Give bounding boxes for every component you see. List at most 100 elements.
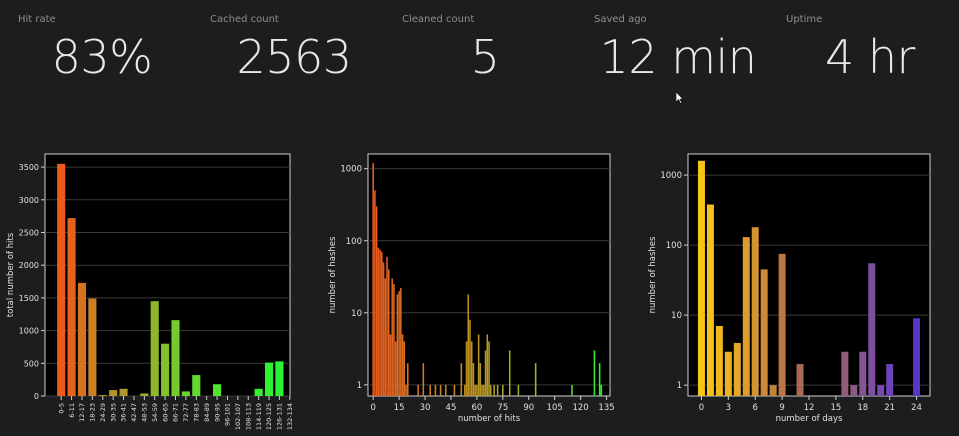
bar [396,294,399,396]
bar [472,363,475,396]
y-tick-label: 10 [351,309,362,319]
x-tick-label: 15 [394,403,405,413]
bar [715,325,723,396]
y-tick-label: 10 [671,311,682,321]
x-tick-label: 96-101 [224,403,232,426]
bar [886,364,894,396]
bar [913,318,921,396]
bar [593,350,596,396]
y-tick-label: 1000 [340,165,362,175]
x-tick-label: 84-89 [203,403,211,422]
x-tick-label: 24-29 [99,403,107,422]
x-tick-label: 6-11 [68,403,76,418]
bar [67,218,76,396]
plot-area [687,153,931,397]
bar [275,361,284,396]
bar [119,388,128,396]
bar [403,341,406,396]
x-tick-label: 18-23 [89,403,97,422]
x-tick-label: 105 [547,403,563,413]
bar [467,294,470,396]
y-axis-label: total number of hits [6,232,16,317]
x-axis-label: number of hits [458,414,521,424]
x-tick-label: 90 [523,403,534,413]
x-tick-label: 45 [446,403,457,413]
bar [254,388,263,396]
x-tick-label: 30-35 [109,403,117,422]
bar [57,163,66,396]
bar [389,334,392,396]
y-tick-label: 0 [34,392,39,401]
x-tick-label: 3 [726,403,731,413]
bar [724,351,732,396]
x-tick-label: 60 [471,403,482,413]
x-tick-label: 72-77 [182,403,190,422]
chart-hashes-by-hits: 1 10 100 1000 0 15 30 45 60 75 90 105 120 135 number o… [328,153,615,424]
stat-label: Hit rate [18,14,56,25]
chart-hashes-by-days: 1 10 100 1000 0 3 6 9 12 15 18 21 24 number of days nu… [648,153,931,424]
y-axis-label: number of hashes [328,236,338,313]
x-tick-label: 78-83 [192,403,200,422]
y-tick-label: 1 [677,381,682,391]
bar [868,263,876,396]
bar [381,251,383,396]
bar [374,190,376,396]
bar [109,390,118,396]
bar [733,342,741,396]
bar [760,269,768,396]
x-tick-label: 60-65 [161,403,169,422]
x-tick-label: 102-107 [234,403,242,430]
y-tick-label: 100 [666,241,682,251]
bar [486,334,489,396]
x-tick-label: 90-95 [213,403,221,422]
bar [382,262,385,396]
bar [377,247,380,396]
stat-value: 2563 [236,30,352,84]
bar [534,363,537,396]
x-tick-label: 12 [804,403,815,413]
bar [379,249,381,396]
bar [769,385,777,396]
x-tick-label: 24 [911,403,922,413]
x-tick-label: 18 [857,403,868,413]
bar [393,284,395,396]
bar [445,384,447,396]
x-tick-label: 108-113 [244,403,252,430]
bar [150,301,159,396]
bar [387,269,390,396]
y-tick-label: 2000 [19,261,39,270]
bar [706,204,714,396]
x-tick-label: 6 [753,403,758,413]
y-tick-label: 1 [357,381,362,391]
bar [479,363,482,396]
x-tick-label: 66-71 [172,403,180,422]
bar [493,384,495,396]
bar [517,384,520,396]
bar [571,384,573,396]
stat-hit-rate: Hit rate 83% [0,0,192,110]
y-tick-label: 1000 [660,171,682,181]
bar [398,291,400,396]
chart-hits-by-range: 0 500 1000 1500 2000 2500 3000 3500 0-5 6-11 12-17… [6,153,294,430]
x-tick-label: 42-47 [130,403,138,422]
x-tick-label: 12-17 [78,403,86,422]
y-tick-label: 1500 [19,294,39,303]
bar [401,334,404,396]
bar [508,350,511,396]
bar [484,350,487,396]
x-tick-label: 9 [779,403,784,413]
bar [394,341,397,396]
x-tick-label: 21 [884,403,895,413]
bar [489,384,492,396]
bar [483,384,485,396]
stats-row: Hit rate 83% Cached count 2563 Cleaned c… [0,0,959,120]
y-tick-label: 3000 [19,196,39,205]
bar [742,237,750,396]
bar [697,160,705,396]
bar [88,298,97,396]
bar [439,384,442,396]
y-tick-label: 3500 [19,163,39,172]
bar [386,256,388,396]
bar [391,278,393,396]
bar [598,363,601,396]
